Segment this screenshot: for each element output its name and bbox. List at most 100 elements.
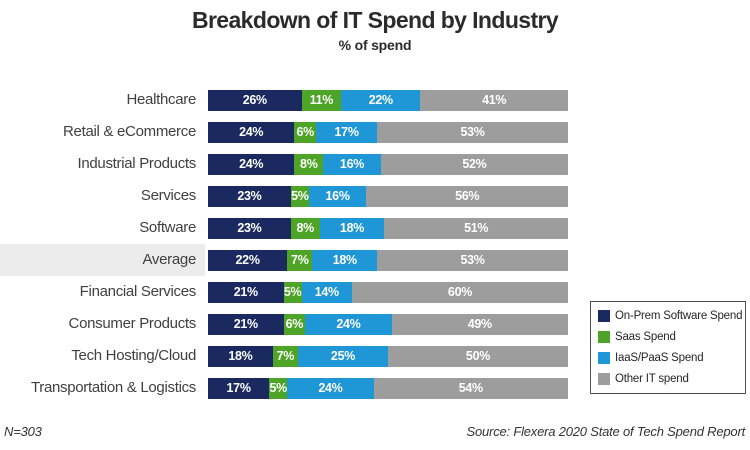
chart-row: Transportation & Logistics 17% 5% 24% 54% [0,372,568,404]
stacked-bar: 21% 6% 24% 49% [208,313,568,335]
bar-segment-on-prem-software-spend: 21% [208,313,284,335]
bar-segment-other-it-spend: 51% [384,217,568,239]
legend-swatch-on-prem-software-spend [598,310,610,322]
bar-segment-saas-spend: 11% [301,89,342,111]
bar-segment-iaas-paas-spend: 24% [305,313,392,335]
source-note: Source: Flexera 2020 State of Tech Spend… [466,424,746,439]
bar-segment-saas-spend: 7% [272,345,298,367]
stacked-bar: 26% 11% 22% 41% [208,89,568,111]
bar-segment-other-it-spend: 53% [377,249,568,271]
bar-value-label: 18% [228,349,253,363]
bar-segment-saas-spend: 6% [294,121,316,143]
legend-swatch-iaas-paas-spend [598,352,610,364]
bar-value-label: 24% [318,381,343,395]
bar-value-label: 24% [336,317,361,331]
bar-segment-iaas-paas-spend: 17% [315,121,378,143]
bar-value-label: 5% [283,285,302,299]
category-label: Consumer Products [68,315,197,332]
bar-segment-saas-spend: 5% [290,185,309,207]
bar-value-label: 18% [339,221,365,235]
stacked-bar: 23% 8% 18% 51% [208,217,568,239]
category-label: Average [0,244,205,276]
category-label: Retail & eCommerce [63,123,196,140]
legend-swatch-saas-spend [598,331,610,343]
bar-value-label: 53% [460,125,485,139]
bar-value-label: 16% [339,157,365,171]
category-label: Software [139,219,196,236]
bar-value-label: 17% [226,381,251,395]
bar-value-label: 23% [237,221,262,235]
bar-segment-other-it-spend: 53% [377,121,568,143]
bar-value-label: 6% [285,317,304,331]
bar-segment-other-it-spend: 54% [373,377,568,399]
bar-segment-saas-spend: 5% [283,281,302,303]
bar-segment-saas-spend: 7% [287,249,313,271]
bar-segment-iaas-paas-spend: 25% [297,345,388,367]
bar-segment-on-prem-software-spend: 26% [208,89,302,111]
bar-value-label: 24% [239,157,264,171]
bar-value-label: 21% [233,285,258,299]
category-label: Financial Services [79,283,197,300]
category-label: Industrial Products [77,155,196,172]
bar-segment-other-it-spend: 56% [366,185,568,207]
bar-segment-iaas-paas-spend: 14% [301,281,352,303]
bar-value-label: 24% [239,125,264,139]
legend-label: IaaS/PaaS Spend [615,352,704,364]
chart-row: Industrial Products 24% 8% 16% 52% [0,148,568,180]
chart-row: Healthcare 26% 11% 22% 41% [0,84,568,116]
bar-segment-iaas-paas-spend: 16% [323,153,381,175]
bar-segment-other-it-spend: 41% [420,89,568,111]
legend-swatch-other-it-spend [598,373,610,385]
bar-segment-iaas-paas-spend: 18% [319,217,385,239]
legend-label: Other IT spend [615,373,689,385]
legend-item-iaas-paas-spend: IaaS/PaaS Spend [598,352,740,364]
bar-segment-iaas-paas-spend: 16% [308,185,367,207]
bar-value-label: 5% [269,381,287,395]
bar-value-label: 53% [460,253,485,267]
bar-value-label: 56% [455,189,480,203]
bar-value-label: 25% [330,349,356,363]
bar-value-label: 18% [332,253,357,267]
bar-value-label: 23% [237,189,262,203]
bar-segment-on-prem-software-spend: 21% [208,281,284,303]
bar-value-label: 41% [482,93,507,107]
legend-label: Saas Spend [615,331,676,343]
bar-value-label: 17% [334,125,359,139]
bar-segment-on-prem-software-spend: 24% [208,121,295,143]
category-label: Healthcare [126,91,196,108]
chart-subtitle: % of spend [338,37,412,53]
legend-label: On-Prem Software Spend [615,310,743,322]
category-label: Services [140,187,196,204]
chart-header: Breakdown of IT Spend by Industry % of s… [0,7,750,53]
chart-title: Breakdown of IT Spend by Industry [191,7,559,33]
bar-value-label: 54% [458,381,483,395]
stacked-bar: 17% 5% 24% 54% [208,377,568,399]
bar-segment-on-prem-software-spend: 23% [208,217,291,239]
legend-item-on-prem-software-spend: On-Prem Software Spend [598,310,743,322]
stacked-bar: 23% 5% 16% 56% [208,185,568,207]
stacked-bar: 22% 7% 18% 53% [208,249,568,271]
bar-value-label: 8% [296,221,314,235]
bar-segment-other-it-spend: 50% [387,345,568,367]
stacked-bar: 18% 7% 25% 50% [208,345,568,367]
bar-value-label: 21% [233,317,258,331]
bar-value-label: 26% [242,93,267,107]
chart-row: Tech Hosting/Cloud 18% 7% 25% 50% [0,340,568,372]
chart-row: Software 23% 8% 18% 51% [0,212,568,244]
bar-segment-on-prem-software-spend: 24% [208,153,295,175]
stacked-bar: 24% 6% 17% 53% [208,121,568,143]
stacked-bar: 21% 5% 14% 60% [208,281,568,303]
category-label: Transportation & Logistics [30,379,196,396]
bar-segment-iaas-paas-spend: 24% [287,377,374,399]
bar-value-label: 50% [465,349,491,363]
category-label: Tech Hosting/Cloud [71,347,196,364]
legend-item-saas-spend: Saas Spend [598,331,740,343]
bar-segment-on-prem-software-spend: 17% [208,377,270,399]
bar-value-label: 49% [467,317,492,331]
bar-rows: Healthcare 26% 11% 22% 41% Retail & eCommerce… [0,84,568,404]
sample-size-note: N=303 [4,424,42,439]
bar-value-label: 7% [291,253,309,267]
chart-row: Financial Services 21% 5% 14% 60% [0,276,568,308]
bar-value-label: 7% [276,349,295,363]
